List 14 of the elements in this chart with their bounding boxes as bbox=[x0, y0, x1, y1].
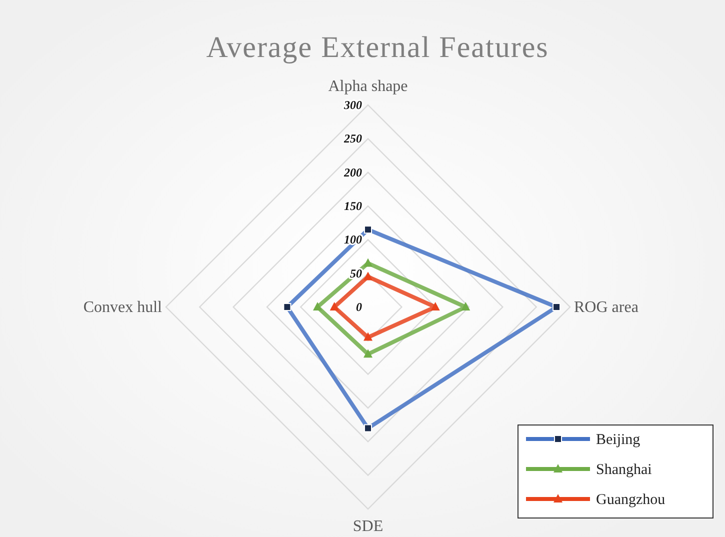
legend-label: Beijing bbox=[596, 432, 641, 448]
spoke-label: ROG area bbox=[574, 299, 638, 316]
chart-title: Average External Features bbox=[206, 31, 549, 64]
spoke-label: SDE bbox=[352, 518, 384, 535]
y-tick-label: 50 bbox=[350, 266, 362, 280]
y-tick-label: 200 bbox=[343, 165, 362, 180]
y-tick-label: 300 bbox=[343, 98, 362, 112]
legend-label: Shanghai bbox=[596, 462, 652, 478]
y-tick-label: 250 bbox=[343, 132, 362, 146]
y-tick-label: 150 bbox=[344, 199, 362, 213]
spoke-label: Convex hull bbox=[83, 299, 163, 316]
spoke-label: Alpha shape bbox=[328, 78, 408, 95]
y-tick-label: 0 bbox=[356, 300, 362, 314]
legend-label: Guangzhou bbox=[596, 492, 666, 508]
